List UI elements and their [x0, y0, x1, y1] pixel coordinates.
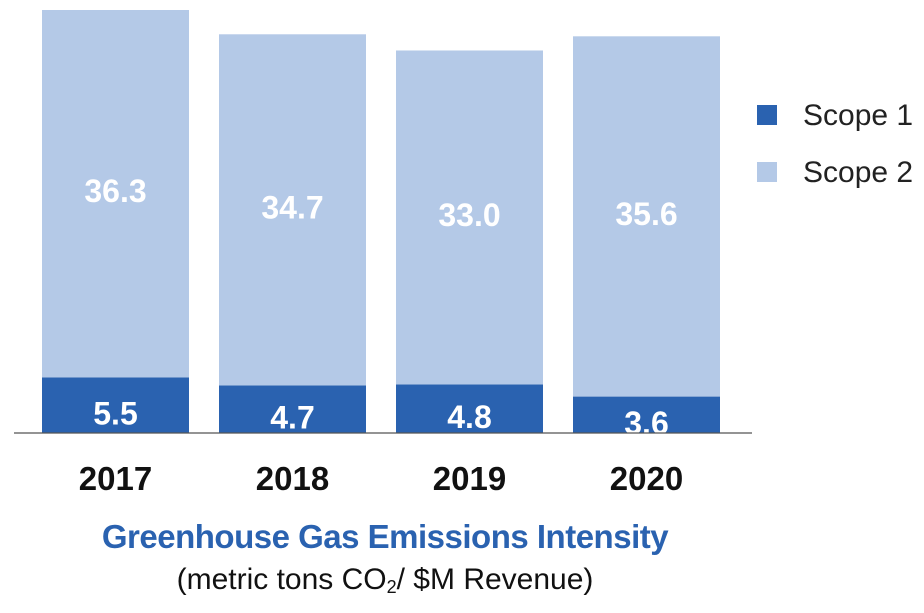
legend: Scope 1 Scope 2	[757, 99, 913, 189]
bar-scope-2-2017	[42, 10, 189, 378]
subtitle-text-after: / $M Revenue)	[396, 563, 594, 596]
chart-subtitle: (metric tons CO2/ $M Revenue)	[0, 563, 770, 598]
category-label-2018: 2018	[256, 460, 329, 497]
legend-label-scope-2: Scope 2	[803, 156, 913, 189]
data-label-scope-1-2020: 3.6	[624, 405, 668, 441]
category-labels: 2017 2018 2019 2020	[79, 460, 683, 497]
subtitle-text-before: (metric tons CO	[176, 563, 387, 596]
data-label-scope-2-2019: 33.0	[438, 197, 500, 233]
legend-swatch-scope-2	[757, 162, 777, 182]
legend-label-scope-1: Scope 1	[803, 99, 913, 132]
bar-scope-2-2019	[396, 50, 543, 385]
data-label-scope-2-2017: 36.3	[84, 173, 146, 209]
chart-title: Greenhouse Gas Emissions Intensity	[101, 518, 669, 555]
bar-scope-1-2018	[219, 385, 366, 433]
data-label-scope-1-2018: 4.7	[270, 400, 314, 436]
data-label-scope-1-2019: 4.8	[447, 399, 491, 435]
data-label-scope-2-2020: 35.6	[615, 196, 677, 232]
category-label-2019: 2019	[433, 460, 506, 497]
subtitle-subscript: 2	[386, 577, 397, 597]
legend-swatch-scope-1	[757, 105, 777, 125]
bar-scope-1-2020	[573, 396, 720, 433]
bars-group: 5.5 36.3 4.7 34.7 4.8 33.0 3.6 35.6	[42, 10, 720, 441]
bar-scope-2-2020	[573, 36, 720, 397]
category-label-2020: 2020	[610, 460, 683, 497]
bar-scope-1-2019	[396, 384, 543, 433]
category-label-2017: 2017	[79, 460, 152, 497]
data-label-scope-2-2018: 34.7	[261, 189, 323, 225]
bar-scope-2-2018	[219, 34, 366, 386]
data-label-scope-1-2017: 5.5	[93, 396, 137, 432]
bar-scope-1-2017	[42, 377, 189, 433]
